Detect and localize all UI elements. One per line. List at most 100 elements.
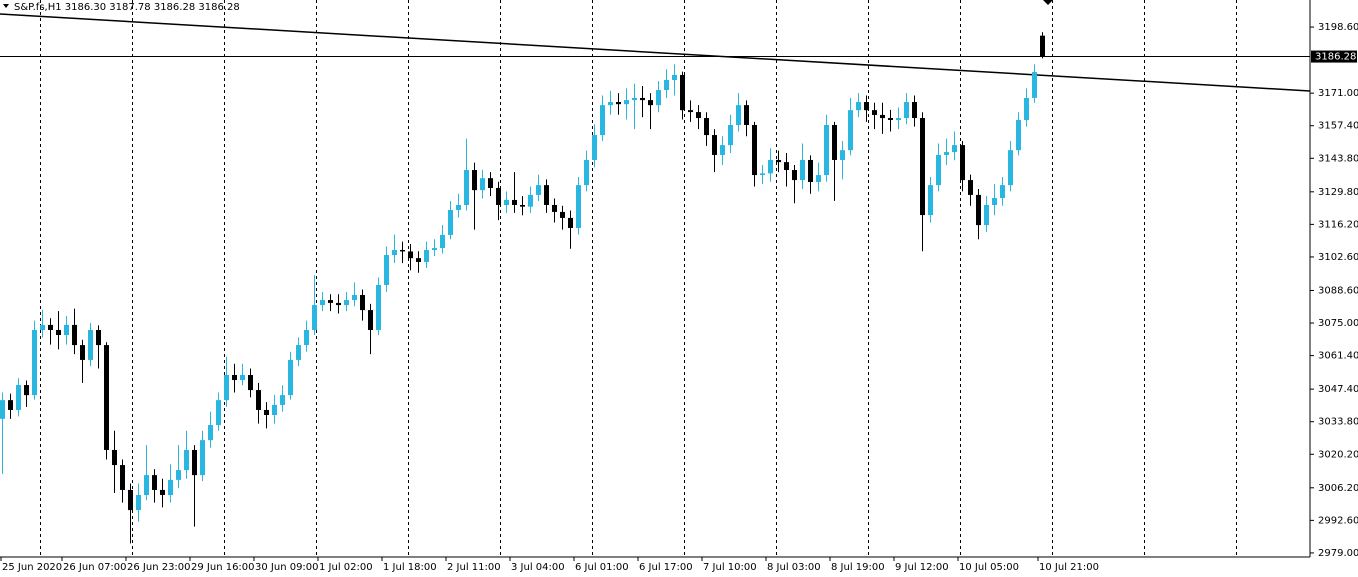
candle-body: [328, 300, 333, 303]
candle-body: [24, 385, 29, 396]
candle-body: [1000, 185, 1005, 199]
candle-body: [296, 345, 301, 360]
y-tick-label: 3143.80: [1318, 153, 1358, 164]
candle-body: [664, 79, 669, 91]
x-tick-label: 30 Jun 09:00: [255, 562, 319, 573]
candle-body: [392, 250, 397, 256]
candle-body: [872, 110, 877, 115]
y-tick-label: 3198.60: [1318, 22, 1358, 33]
candle-body: [976, 194, 981, 226]
candle-body: [224, 375, 229, 401]
candle-body: [544, 185, 549, 205]
candle-body: [104, 345, 109, 450]
candle-body: [352, 295, 357, 301]
x-tick-label: 8 Jul 03:00: [767, 562, 821, 573]
candle-body: [136, 494, 141, 511]
x-tick-label: 29 Jun 16:00: [191, 562, 255, 573]
candle-body: [952, 145, 957, 153]
candle-body: [800, 159, 805, 181]
y-tick-label: 3075.00: [1318, 318, 1358, 329]
candle-body: [632, 97, 637, 101]
candle-body: [888, 118, 893, 120]
candle-body: [792, 170, 797, 181]
candle-body: [32, 329, 37, 396]
candle-body: [368, 310, 373, 330]
symbol-menu-arrow[interactable]: [3, 4, 9, 8]
candle-body: [688, 110, 693, 113]
candle-body: [768, 159, 773, 174]
candle-body: [784, 162, 789, 171]
candle-body: [456, 204, 461, 211]
candle-body: [968, 180, 973, 195]
candle-body: [240, 375, 245, 381]
candle-body: [1016, 119, 1021, 151]
candle-body: [712, 135, 717, 155]
candle-body: [848, 110, 853, 151]
candle-body: [672, 74, 677, 80]
candle-body: [736, 105, 741, 126]
candle-body: [584, 159, 589, 186]
candle-body: [168, 479, 173, 495]
candle-body: [680, 74, 685, 111]
candle-body: [152, 475, 157, 490]
candle-body: [96, 329, 101, 346]
candle-body: [896, 118, 901, 120]
x-tick-label: 10 Jul 05:00: [959, 562, 1019, 573]
y-tick-label: 3020.20: [1318, 449, 1358, 460]
candle-body: [256, 390, 261, 410]
candle-body: [72, 324, 77, 346]
candle-body: [752, 125, 757, 176]
candle-body: [48, 324, 53, 330]
y-tick-label: 3157.40: [1318, 121, 1358, 132]
candle-body: [280, 395, 285, 405]
candle-body: [192, 449, 197, 476]
candle-body: [8, 400, 13, 410]
candle-body: [288, 359, 293, 396]
current-price-box: [1311, 50, 1357, 63]
candle-body: [16, 385, 21, 410]
candle-body: [1040, 35, 1045, 57]
candle-body: [464, 170, 469, 205]
x-tick-label: 2 Jul 11:00: [447, 562, 501, 573]
x-tick-label: 9 Jul 12:00: [895, 562, 949, 573]
candle-body: [216, 400, 221, 426]
candle-body: [376, 284, 381, 330]
candle-body: [400, 250, 405, 252]
candle-body: [336, 302, 341, 306]
candle-body: [832, 125, 837, 160]
candle-body: [776, 159, 781, 163]
candle-body: [272, 404, 277, 415]
candle-body: [552, 204, 557, 212]
candle-body: [616, 102, 621, 105]
candle-body: [232, 375, 237, 381]
candle-body: [984, 204, 989, 226]
y-tick-label: 3116.20: [1318, 219, 1358, 230]
candle-body: [600, 105, 605, 136]
candle-body: [360, 295, 365, 311]
candle-body: [568, 217, 573, 228]
y-tick-label: 2979.00: [1318, 548, 1358, 559]
candle-body: [176, 470, 181, 480]
candle-body: [64, 324, 69, 336]
y-tick-label: 3061.40: [1318, 351, 1358, 362]
candle-body: [808, 159, 813, 182]
candle-body: [208, 425, 213, 441]
candle-body: [696, 112, 701, 119]
candle-body: [408, 251, 413, 259]
period-separators: [40, 0, 1237, 557]
candle-body: [536, 185, 541, 195]
candle-body: [128, 489, 133, 511]
x-tick-label: 3 Jul 04:00: [511, 562, 565, 573]
candle-body: [80, 345, 85, 360]
candle-body: [248, 375, 253, 391]
candle-body: [864, 102, 869, 111]
candle-body: [840, 150, 845, 160]
y-tick-label: 3088.60: [1318, 285, 1358, 296]
candle-body: [440, 234, 445, 249]
candle-body: [88, 329, 93, 360]
x-tick-label: 6 Jul 01:00: [575, 562, 629, 573]
candle-body: [472, 170, 477, 191]
candle-body: [528, 194, 533, 207]
candle-body: [648, 100, 653, 106]
